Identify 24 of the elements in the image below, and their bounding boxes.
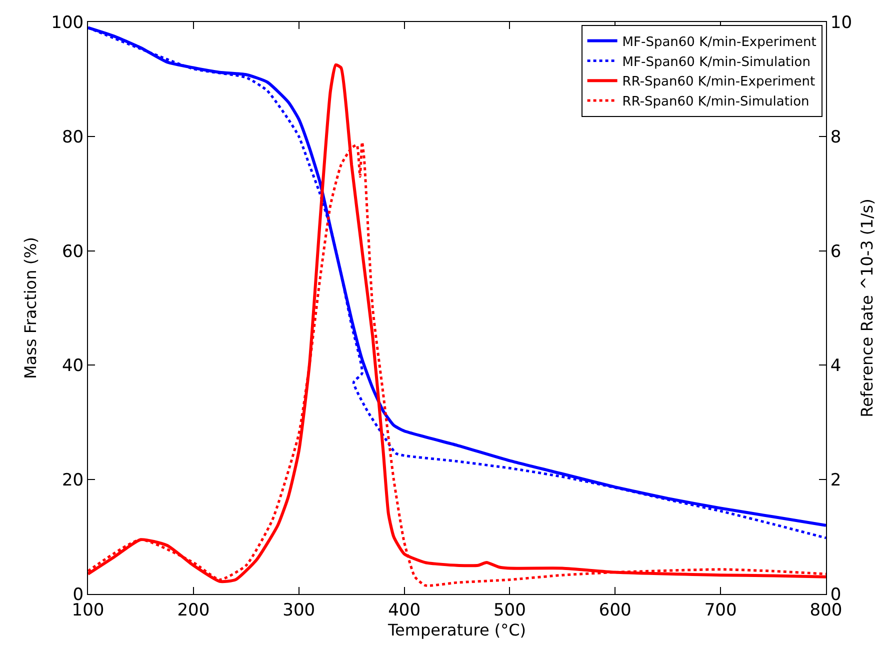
x-tick-label: 700 <box>704 600 737 620</box>
x-tick-label: 500 <box>493 600 526 620</box>
legend-label: RR-Span60 K/min-Experiment <box>622 74 816 90</box>
x-tick-label: 200 <box>177 600 210 620</box>
y-tick-label: 100 <box>51 12 84 33</box>
legend-label: MF-Span60 K/min-Experiment <box>622 34 816 50</box>
y2-tick-label: 8 <box>830 127 842 148</box>
legend-label: MF-Span60 K/min-Simulation <box>622 54 810 70</box>
y-tick-label: 60 <box>62 242 84 262</box>
y2-tick-label: 4 <box>830 356 842 376</box>
y2-tick-label: 10 <box>830 12 852 33</box>
legend-label: RR-Span60 K/min-Simulation <box>622 94 810 110</box>
y2-tick-label: 6 <box>830 242 842 262</box>
y2-axis-title: Reference Rate ^10-3 (1/s) <box>858 198 877 418</box>
y2-tick-label: 2 <box>830 470 842 491</box>
x-tick-label: 600 <box>598 600 632 620</box>
y-tick-label: 40 <box>62 356 84 376</box>
y-axis-title: Mass Fraction (%) <box>21 236 40 380</box>
x-tick-label: 300 <box>282 600 316 620</box>
x-axis-title: Temperature (°C) <box>386 620 526 640</box>
x-tick-label: 400 <box>388 600 421 620</box>
y-tick-label: 20 <box>62 470 84 491</box>
x-tick-label: 800 <box>810 600 842 620</box>
y-tick-label: 80 <box>62 127 84 148</box>
